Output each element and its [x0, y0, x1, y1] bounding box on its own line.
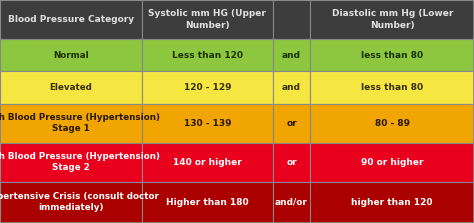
Text: 140 or higher: 140 or higher [173, 158, 242, 167]
Bar [0, 143, 142, 182]
Text: Systolic mm HG (Upper
Number): Systolic mm HG (Upper Number) [148, 9, 266, 30]
Bar [142, 143, 273, 182]
Text: Diastolic mm Hg (Lower
Number): Diastolic mm Hg (Lower Number) [331, 9, 453, 30]
Text: or: or [286, 158, 297, 167]
Text: Normal: Normal [53, 51, 89, 60]
Bar [273, 39, 310, 71]
Bar [310, 39, 474, 71]
Bar [273, 182, 310, 223]
Bar [310, 0, 474, 39]
Text: 80 - 89: 80 - 89 [375, 119, 410, 128]
Text: or: or [286, 119, 297, 128]
Text: 90 or higher: 90 or higher [361, 158, 423, 167]
Bar [0, 39, 142, 71]
Text: 120 - 129: 120 - 129 [183, 83, 231, 92]
Text: High Blood Pressure (Hypertension)
Stage 2: High Blood Pressure (Hypertension) Stage… [0, 152, 160, 172]
Bar [142, 71, 273, 104]
Bar [310, 182, 474, 223]
Bar [273, 104, 310, 143]
Text: less than 80: less than 80 [361, 51, 423, 60]
Text: Less than 120: Less than 120 [172, 51, 243, 60]
Bar [0, 182, 142, 223]
Text: Elevated: Elevated [50, 83, 92, 92]
Bar [142, 39, 273, 71]
Bar [142, 0, 273, 39]
Text: higher than 120: higher than 120 [352, 198, 433, 207]
Bar [142, 104, 273, 143]
Text: 130 - 139: 130 - 139 [183, 119, 231, 128]
Bar [273, 0, 310, 39]
Text: and: and [282, 51, 301, 60]
Text: High Blood Pressure (Hypertension)
Stage 1: High Blood Pressure (Hypertension) Stage… [0, 113, 160, 133]
Bar [0, 104, 142, 143]
Bar [273, 71, 310, 104]
Bar [142, 182, 273, 223]
Bar [0, 0, 142, 39]
Text: Higher than 180: Higher than 180 [166, 198, 249, 207]
Bar [310, 104, 474, 143]
Text: Hypertensive Crisis (consult doctor
immediately): Hypertensive Crisis (consult doctor imme… [0, 192, 158, 213]
Text: and: and [282, 83, 301, 92]
Text: and/or: and/or [275, 198, 308, 207]
Bar [273, 143, 310, 182]
Bar [0, 71, 142, 104]
Bar [310, 143, 474, 182]
Text: Blood Pressure Category: Blood Pressure Category [8, 15, 134, 24]
Bar [310, 71, 474, 104]
Text: less than 80: less than 80 [361, 83, 423, 92]
